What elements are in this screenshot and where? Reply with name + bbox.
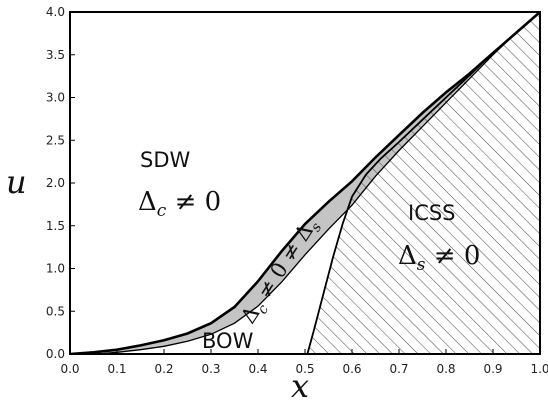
bow-label: BOW [202, 329, 254, 353]
y-tick-label: 0.0 [46, 347, 65, 361]
mixed-condition-label: Δc ≠ 0 ≠ Δs [236, 213, 325, 329]
y-axis-label: u [6, 163, 27, 201]
x-tick-label: 1.0 [530, 362, 548, 376]
y-tick-label: 3.0 [46, 91, 65, 105]
x-tick-label: 0.7 [389, 362, 408, 376]
y-tick-label: 1.5 [46, 219, 65, 233]
sdw-condition: Δc ≠ 0 [138, 187, 221, 221]
y-tick-label: 0.5 [46, 304, 65, 318]
icss-label: ICSS [408, 201, 456, 225]
y-tick-label: 2.0 [46, 176, 65, 190]
y-tick-label: 1.0 [46, 262, 65, 276]
x-tick-label: 0.3 [201, 362, 220, 376]
x-tick-label: 0.6 [342, 362, 361, 376]
x-tick-label: 0.0 [60, 362, 79, 376]
y-tick-label: 4.0 [46, 5, 65, 19]
x-tick-label: 0.1 [107, 362, 126, 376]
icss-hatched-region [307, 12, 540, 354]
x-tick-label: 0.9 [483, 362, 502, 376]
y-tick-label: 3.5 [46, 48, 65, 62]
x-tick-label: 0.4 [248, 362, 267, 376]
sdw-label: SDW [140, 148, 191, 172]
x-axis-label: x [291, 367, 309, 401]
y-tick-label: 2.5 [46, 133, 65, 147]
icss-condition: Δs ≠ 0 [398, 241, 480, 275]
x-tick-label: 0.8 [436, 362, 455, 376]
x-tick-label: 0.2 [154, 362, 173, 376]
